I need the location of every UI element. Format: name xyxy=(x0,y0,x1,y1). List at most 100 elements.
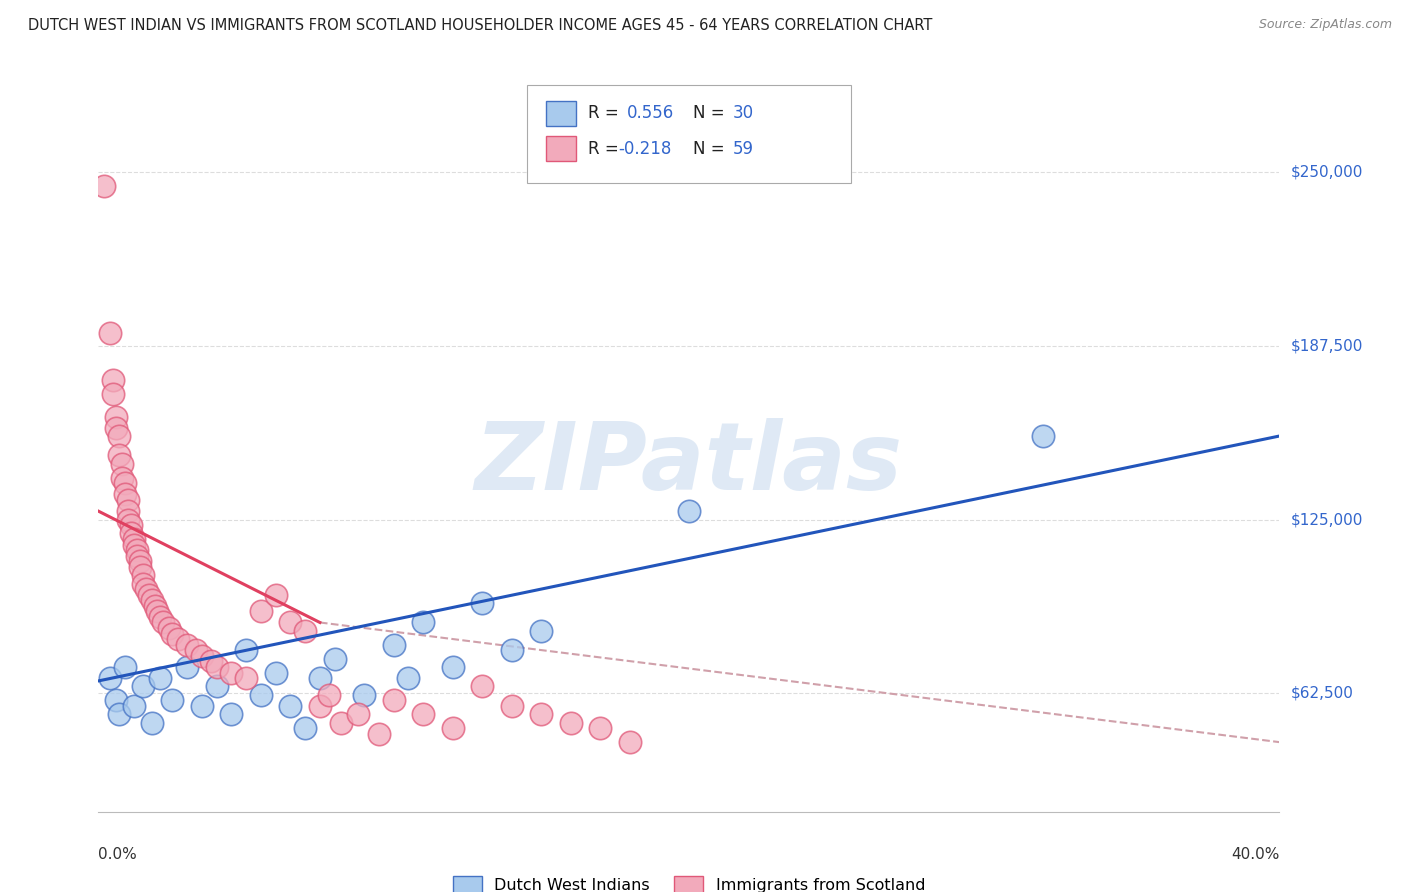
Text: R =: R = xyxy=(588,140,624,158)
Point xyxy=(176,638,198,652)
Point xyxy=(382,638,405,652)
Point xyxy=(396,671,419,685)
Point xyxy=(530,707,553,722)
Point xyxy=(205,680,228,694)
Text: 0.556: 0.556 xyxy=(627,104,675,122)
Point xyxy=(441,660,464,674)
Point xyxy=(278,615,302,630)
Point xyxy=(441,721,464,735)
Point xyxy=(294,624,316,638)
Point xyxy=(105,693,128,707)
Text: N =: N = xyxy=(693,140,730,158)
Text: 40.0%: 40.0% xyxy=(1232,847,1279,863)
Point xyxy=(122,537,145,551)
Point xyxy=(138,588,160,602)
Text: 30: 30 xyxy=(733,104,754,122)
Point xyxy=(412,707,434,722)
Point xyxy=(200,655,222,669)
Point xyxy=(501,643,523,657)
Text: $125,000: $125,000 xyxy=(1291,512,1362,527)
Point xyxy=(117,493,139,508)
Point xyxy=(318,688,340,702)
Point xyxy=(122,532,145,546)
Point xyxy=(176,660,198,674)
Point xyxy=(114,487,136,501)
Point xyxy=(309,698,332,713)
Point xyxy=(120,526,142,541)
Point xyxy=(471,680,494,694)
Point xyxy=(353,688,375,702)
Point xyxy=(125,549,148,563)
Point xyxy=(250,604,273,618)
Point xyxy=(103,373,125,387)
Point xyxy=(619,735,641,749)
Point xyxy=(278,698,302,713)
Point xyxy=(347,707,370,722)
Point xyxy=(167,632,190,647)
Point xyxy=(108,449,131,463)
Point xyxy=(368,727,391,741)
Point xyxy=(184,643,207,657)
Point xyxy=(111,457,134,471)
Point xyxy=(122,698,145,713)
Point xyxy=(501,698,523,713)
Text: $250,000: $250,000 xyxy=(1291,164,1362,179)
Text: $62,500: $62,500 xyxy=(1291,686,1354,701)
Text: 0.0%: 0.0% xyxy=(98,847,138,863)
Point xyxy=(114,476,136,491)
Point xyxy=(162,693,183,707)
Y-axis label: Householder Income Ages 45 - 64 years: Householder Income Ages 45 - 64 years xyxy=(0,310,7,617)
Text: DUTCH WEST INDIAN VS IMMIGRANTS FROM SCOTLAND HOUSEHOLDER INCOME AGES 45 - 64 YE: DUTCH WEST INDIAN VS IMMIGRANTS FROM SCO… xyxy=(28,18,932,33)
Point xyxy=(157,621,180,635)
Point xyxy=(105,420,128,434)
Point xyxy=(132,568,155,582)
Point xyxy=(589,721,612,735)
Point xyxy=(323,651,346,665)
Point xyxy=(98,671,121,685)
Point xyxy=(205,660,228,674)
Point xyxy=(560,715,582,730)
Text: $187,500: $187,500 xyxy=(1291,338,1362,353)
Point xyxy=(1032,429,1054,443)
Point xyxy=(309,671,332,685)
Point xyxy=(235,671,257,685)
Point xyxy=(678,504,700,518)
Point xyxy=(98,326,121,340)
Point xyxy=(162,626,183,640)
Point xyxy=(120,518,142,533)
Point xyxy=(117,512,139,526)
Point xyxy=(105,409,128,424)
Text: Source: ZipAtlas.com: Source: ZipAtlas.com xyxy=(1258,18,1392,31)
Point xyxy=(128,554,150,568)
Point xyxy=(132,680,155,694)
Point xyxy=(412,615,434,630)
Text: 59: 59 xyxy=(733,140,754,158)
Point xyxy=(191,648,214,663)
Point xyxy=(149,671,172,685)
Point xyxy=(329,715,352,730)
Point xyxy=(108,707,131,722)
Point xyxy=(132,576,155,591)
Point xyxy=(117,504,139,518)
Point xyxy=(135,582,157,596)
Point xyxy=(141,715,163,730)
Text: N =: N = xyxy=(693,104,730,122)
Text: -0.218: -0.218 xyxy=(619,140,672,158)
Point xyxy=(382,693,405,707)
Point xyxy=(93,178,115,193)
Point xyxy=(108,429,131,443)
Point xyxy=(219,665,243,680)
Point xyxy=(149,610,172,624)
Point xyxy=(152,615,174,630)
Point xyxy=(264,588,287,602)
Point xyxy=(235,643,257,657)
Point xyxy=(143,599,166,613)
Point xyxy=(125,543,148,558)
Point xyxy=(471,596,494,610)
Point xyxy=(103,387,125,401)
Point xyxy=(128,559,150,574)
Point xyxy=(530,624,553,638)
Point xyxy=(264,665,287,680)
Point xyxy=(111,471,134,485)
Point xyxy=(141,593,163,607)
